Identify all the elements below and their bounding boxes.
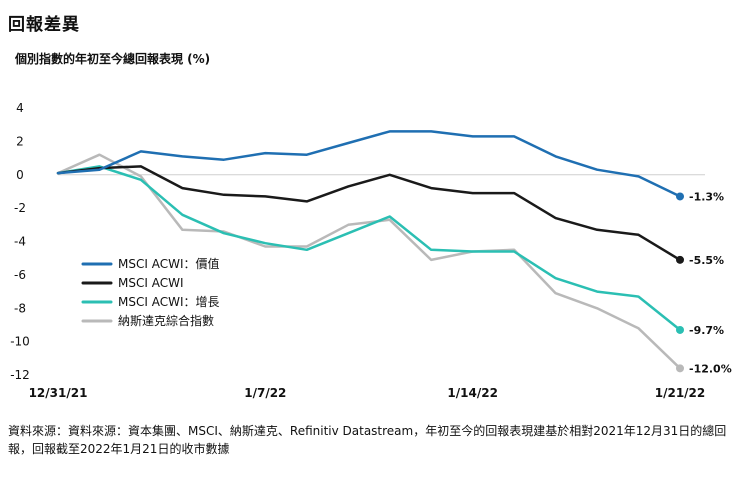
source-footnote: 資料來源：資料來源：資本集團、MSCI、納斯達克、Refinitiv Datas… (8, 424, 727, 456)
y-axis-label: 個別指數的年初至今總回報表現 (%) (14, 51, 210, 66)
series-line (56, 130, 682, 198)
y-tick-label: 4 (16, 101, 24, 115)
x-tick-label: 1/21/22 (655, 386, 706, 400)
y-tick-label: 2 (16, 134, 24, 148)
chart-title: 回報差異 (8, 15, 80, 35)
y-tick-label: -12 (10, 368, 30, 382)
series-line (56, 165, 682, 262)
series-end-point (676, 255, 684, 264)
end-points (676, 192, 684, 373)
series-end-point (676, 192, 684, 201)
x-tick-label: 1/14/22 (447, 386, 498, 400)
y-tick-label: -8 (14, 301, 26, 315)
series-end-point (676, 325, 684, 334)
y-tick-label: -6 (14, 268, 26, 282)
end-value-label: -12.0% (689, 362, 732, 375)
y-tick-label: -10 (10, 335, 30, 349)
end-value-label: -9.7% (689, 324, 724, 337)
end-labels: -1.3% -5.5% -9.7% -12.0% (689, 190, 732, 375)
legend: MSCI ACWI：價值 MSCI ACWI MSCI ACWI：增長納斯達克綜合指… (81, 256, 220, 328)
end-value-label: -5.5% (689, 254, 724, 267)
legend-label: MSCI ACWI：價值 (118, 256, 220, 271)
x-tick-label: 12/31/21 (29, 386, 88, 400)
series-end-point (676, 364, 684, 373)
y-tick-label: -4 (14, 235, 26, 249)
legend-label: 納斯達克綜合指數 (118, 313, 214, 328)
y-tick-label: 0 (16, 168, 24, 182)
series-lines (56, 130, 682, 370)
x-tick-labels: 12/31/21 1/7/22 1/14/22 1/21/22 (29, 386, 706, 400)
y-tick-labels: 4 2 0 -2 -4 -6 -8 -10 -12 (10, 101, 30, 382)
legend-label: MSCI ACWI (118, 276, 183, 290)
legend-label: MSCI ACWI：增長 (118, 295, 220, 309)
series-line (56, 165, 682, 332)
y-tick-label: -2 (14, 201, 26, 215)
x-tick-label: 1/7/22 (244, 386, 286, 400)
series-line (56, 153, 682, 370)
end-value-label: -1.3% (689, 190, 724, 203)
